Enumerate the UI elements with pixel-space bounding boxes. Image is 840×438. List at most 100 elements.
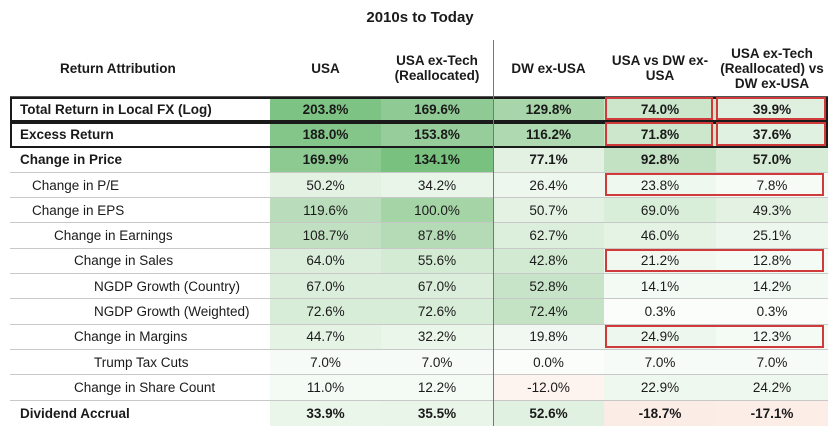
value-cell: 64.0% <box>270 248 381 274</box>
table-row: NGDP Growth (Weighted) 72.6% 72.6% 72.4% 0.3… <box>10 299 828 325</box>
value-cell: 19.8% <box>493 324 604 349</box>
row-label: Change in Margins <box>74 329 188 345</box>
header-return-attribution: Return Attribution <box>60 60 176 76</box>
value-cell: 14.1% <box>604 274 716 299</box>
value-cell: 22.9% <box>604 375 716 400</box>
value-cell: 50.7% <box>493 198 604 223</box>
value-cell: 52.8% <box>493 274 604 299</box>
table-row: Trump Tax Cuts 7.0% 7.0% 0.0% 7.0% 7.0% <box>10 349 828 376</box>
row-label: Excess Return <box>20 126 114 142</box>
header-dw-ex-usa: DW ex-USA <box>511 60 586 76</box>
return-attribution-table: Return Attribution USA USA ex-Tech (Real… <box>10 40 828 426</box>
header-usa: USA <box>311 60 340 76</box>
value-cell: 26.4% <box>493 172 604 198</box>
value-cell: 12.8% <box>716 248 828 274</box>
value-cell: 72.4% <box>493 299 604 324</box>
value-cell: 12.2% <box>381 375 493 400</box>
value-cell: 11.0% <box>270 375 381 400</box>
value-cell: 92.8% <box>604 147 716 172</box>
value-cell: 24.9% <box>604 324 716 349</box>
header-row: Return Attribution USA USA ex-Tech (Real… <box>10 40 828 97</box>
value-cell: 67.0% <box>381 274 493 299</box>
row-label: Dividend Accrual <box>20 405 130 421</box>
value-cell: 153.8% <box>381 122 493 147</box>
value-cell: 129.8% <box>493 97 604 122</box>
table-row: Total Return in Local FX (Log) 203.8% 169.… <box>10 97 828 123</box>
value-cell: 169.6% <box>381 97 493 122</box>
value-cell: 50.2% <box>270 172 381 198</box>
value-cell: 188.0% <box>270 122 381 147</box>
value-cell: 71.8% <box>604 122 716 147</box>
value-cell: 69.0% <box>604 198 716 223</box>
value-cell: 34.2% <box>381 172 493 198</box>
value-cell: 32.2% <box>381 324 493 349</box>
value-cell: 7.8% <box>716 172 828 198</box>
value-cell: 14.2% <box>716 274 828 299</box>
value-cell: 23.8% <box>604 172 716 198</box>
table-row: Change in P/E 50.2% 34.2% 26.4% 23.8% 7.8% <box>10 172 828 199</box>
table-row: Change in Margins 44.7% 32.2% 19.8% 24.9% 12.… <box>10 324 828 350</box>
row-label: NGDP Growth (Country) <box>94 278 241 294</box>
table-row: Change in Price 169.9% 134.1% 77.1% 92.8% 57.… <box>10 147 828 173</box>
value-cell: 67.0% <box>270 274 381 299</box>
value-cell: 100.0% <box>381 198 493 223</box>
value-cell: 7.0% <box>604 349 716 375</box>
table-row: Change in EPS 119.6% 100.0% 50.7% 69.0% 49.3% <box>10 198 828 224</box>
value-cell: 7.0% <box>381 349 493 375</box>
row-label: Change in Sales <box>74 253 174 269</box>
table-row: Change in Sales 64.0% 55.6% 42.8% 21.2% 12.8% <box>10 248 828 275</box>
value-cell: -18.7% <box>604 400 716 426</box>
header-usa-vs-dw: USA vs DW ex-USA <box>611 53 709 83</box>
value-cell: 52.6% <box>493 400 604 426</box>
value-cell: 74.0% <box>604 97 716 122</box>
value-cell: 24.2% <box>716 375 828 400</box>
value-cell: 46.0% <box>604 223 716 248</box>
table-body: Total Return in Local FX (Log) 203.8% 169.… <box>10 97 828 426</box>
row-label: Change in P/E <box>32 177 120 193</box>
value-cell: 35.5% <box>381 400 493 426</box>
value-cell: 33.9% <box>270 400 381 426</box>
value-cell: 0.0% <box>493 349 604 375</box>
row-label: Change in Earnings <box>54 228 173 244</box>
table-row: Excess Return 188.0% 153.8% 116.2% 71.8% 37.6… <box>10 122 828 148</box>
table-row: NGDP Growth (Country) 67.0% 67.0% 52.8% 14.1… <box>10 274 828 300</box>
value-cell: 203.8% <box>270 97 381 122</box>
value-cell: 44.7% <box>270 324 381 349</box>
table-title: 2010s to Today <box>366 9 474 26</box>
value-cell: 39.9% <box>716 97 828 122</box>
table-row: Dividend Accrual 33.9% 35.5% 52.6% -18.7% -17… <box>10 400 828 426</box>
header-usa-ex-tech-vs-dw: USA ex-Tech (Reallocated) vs DW ex-USA <box>720 45 824 91</box>
value-cell: 0.3% <box>716 299 828 324</box>
value-cell: 49.3% <box>716 198 828 223</box>
value-cell: 119.6% <box>270 198 381 223</box>
value-cell: 87.8% <box>381 223 493 248</box>
value-cell: 37.6% <box>716 122 828 147</box>
value-cell: 169.9% <box>270 147 381 172</box>
value-cell: 72.6% <box>381 299 493 324</box>
value-cell: 55.6% <box>381 248 493 274</box>
value-cell: 7.0% <box>716 349 828 375</box>
row-label: Change in EPS <box>32 202 125 218</box>
value-cell: 72.6% <box>270 299 381 324</box>
value-cell: 7.0% <box>270 349 381 375</box>
value-cell: 12.3% <box>716 324 828 349</box>
value-cell: -17.1% <box>716 400 828 426</box>
value-cell: 77.1% <box>493 147 604 172</box>
row-label: Change in Price <box>20 152 123 168</box>
row-label: Change in Share Count <box>74 379 216 395</box>
value-cell: 108.7% <box>270 223 381 248</box>
row-label: NGDP Growth (Weighted) <box>94 304 250 320</box>
row-label: Trump Tax Cuts <box>94 354 189 370</box>
row-label: Total Return in Local FX (Log) <box>20 101 212 117</box>
value-cell: -12.0% <box>493 375 604 400</box>
header-usa-ex-tech: USA ex-Tech (Reallocated) <box>394 53 480 83</box>
table-row: Change in Share Count 11.0% 12.2% -12.0% 22.… <box>10 375 828 401</box>
value-cell: 57.0% <box>716 147 828 172</box>
value-cell: 0.3% <box>604 299 716 324</box>
value-cell: 134.1% <box>381 147 493 172</box>
value-cell: 116.2% <box>493 122 604 147</box>
value-cell: 21.2% <box>604 248 716 274</box>
value-cell: 62.7% <box>493 223 604 248</box>
column-divider <box>493 40 494 426</box>
value-cell: 25.1% <box>716 223 828 248</box>
